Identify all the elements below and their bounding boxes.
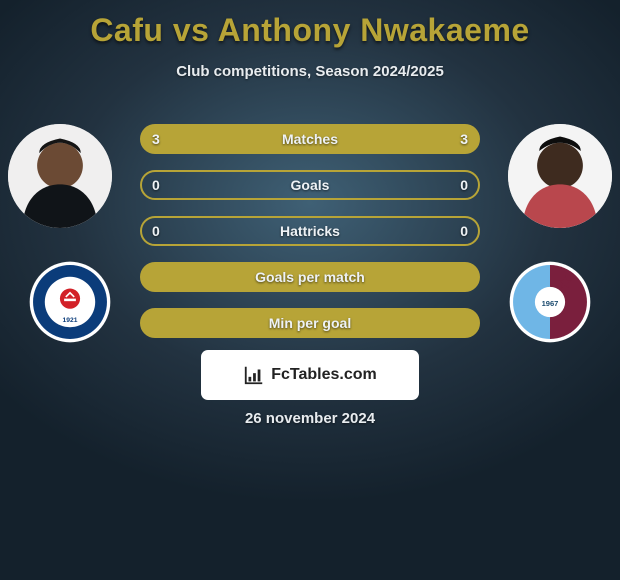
stat-label: Goals	[291, 177, 330, 193]
club-logo-left: 1921	[28, 260, 112, 344]
stat-label: Matches	[282, 131, 338, 147]
comparison-subtitle: Club competitions, Season 2024/2025	[0, 63, 620, 80]
stat-value-right: 3	[460, 131, 468, 147]
stat-row-goals: Goals 0 0	[140, 170, 480, 200]
stat-label: Min per goal	[269, 315, 351, 331]
stat-value-left: 3	[152, 131, 160, 147]
stat-label: Goals per match	[255, 269, 365, 285]
stat-label: Hattricks	[280, 223, 340, 239]
player-photo-right	[508, 124, 612, 228]
svg-text:1967: 1967	[542, 299, 559, 308]
stat-row-min-per-goal: Min per goal	[140, 308, 480, 338]
stat-row-goals-per-match: Goals per match	[140, 262, 480, 292]
stat-row-hattricks: Hattricks 0 0	[140, 216, 480, 246]
club-logo-right: 1967	[508, 260, 592, 344]
branding-box: FcTables.com	[201, 350, 419, 400]
stat-value-left: 0	[152, 177, 160, 193]
player-photo-left	[8, 124, 112, 228]
stat-value-left: 0	[152, 223, 160, 239]
stats-container: Matches 3 3 Goals 0 0 Hattricks 0 0 Goals per mat…	[140, 124, 480, 354]
svg-text:1921: 1921	[63, 317, 78, 324]
stat-value-right: 0	[460, 177, 468, 193]
comparison-title: Cafu vs Anthony Nwakaeme	[0, 0, 620, 49]
chart-icon	[243, 364, 265, 386]
comparison-date: 26 november 2024	[0, 410, 620, 427]
stat-value-right: 0	[460, 223, 468, 239]
stat-row-matches: Matches 3 3	[140, 124, 480, 154]
branding-text: FcTables.com	[271, 366, 377, 384]
